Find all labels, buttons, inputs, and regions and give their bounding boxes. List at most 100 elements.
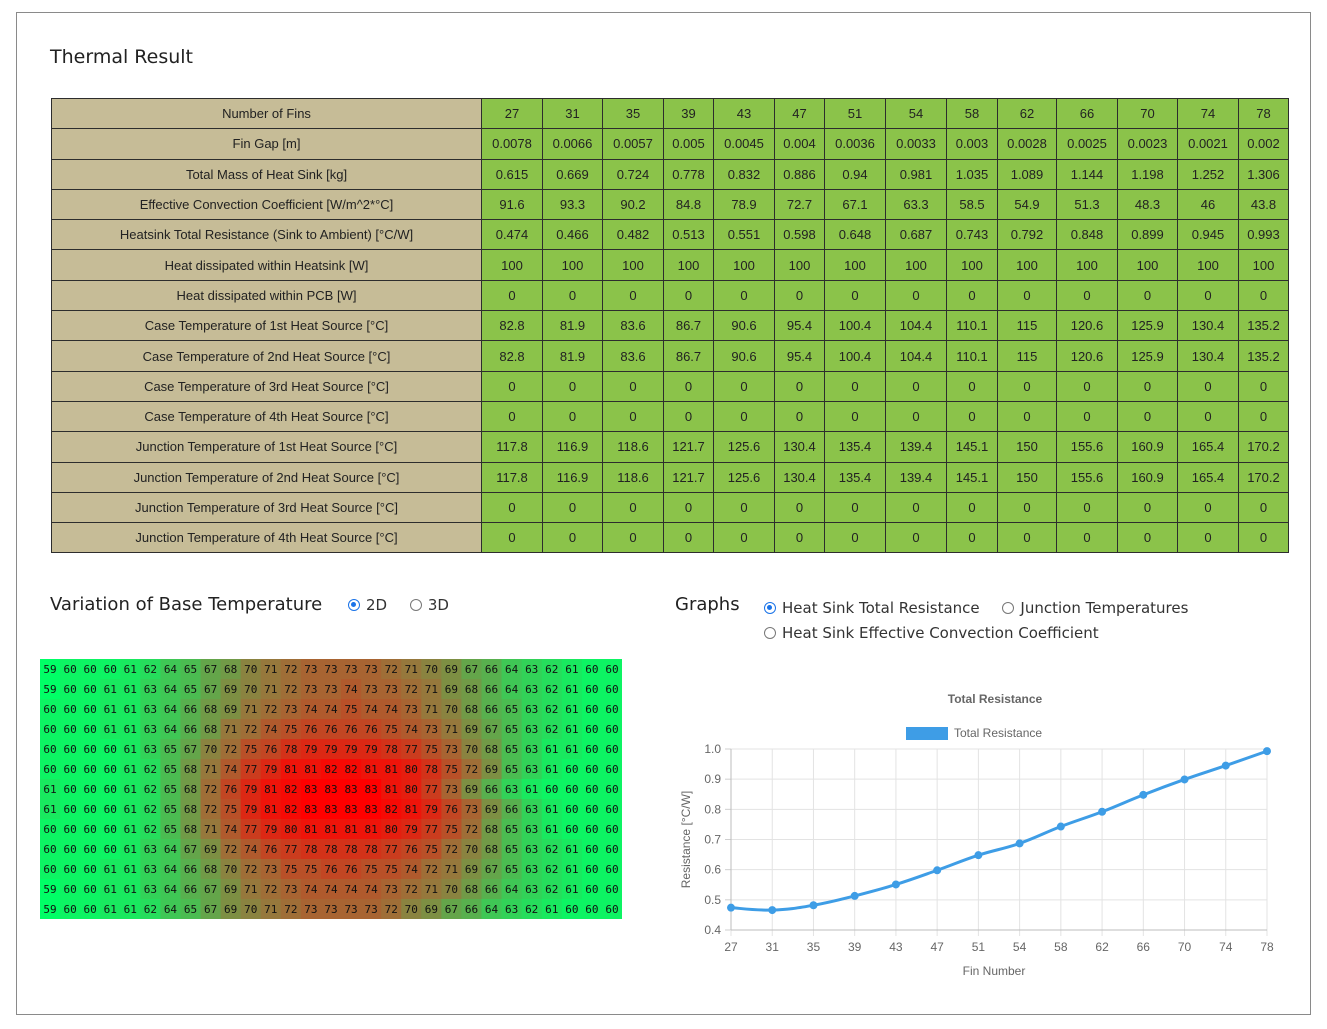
heatmap-cell (521, 819, 543, 840)
heatmap-cell (601, 699, 623, 720)
radio-convection-coeff[interactable]: Heat Sink Effective Convection Coefficie… (764, 621, 1099, 645)
radio-2d[interactable]: 2D (348, 596, 387, 614)
radio-junction-temps-circle[interactable] (1002, 602, 1015, 614)
heatmap-cell-value: 74 (324, 703, 338, 716)
heatmap-cell (80, 879, 101, 900)
heatmap-cell (120, 859, 141, 880)
heatmap-cell (160, 759, 182, 780)
heatmap-cell-value: 60 (104, 823, 117, 836)
heatmap-cell (120, 899, 141, 920)
heatmap-cell (441, 739, 463, 760)
heatmap-cell-value: 60 (605, 843, 618, 856)
heatmap-cell (280, 799, 302, 820)
table-cell: 0 (1177, 370, 1239, 402)
y-axis-label: Resistance [°C/W] (679, 791, 693, 889)
heatmap-cell-value: 73 (385, 883, 398, 896)
heatmap-cell (561, 699, 583, 720)
heatmap-cell (401, 659, 422, 680)
heatmap-cell-value: 64 (164, 663, 178, 676)
table-cell: 0.0036 (824, 128, 886, 160)
heatmap-cell-value: 72 (425, 863, 438, 876)
heatmap-cell-value: 73 (284, 883, 297, 896)
heatmap-cell-value: 66 (184, 883, 197, 896)
heatmap-cell-value: 78 (344, 843, 357, 856)
radio-3d[interactable]: 3D (409, 596, 449, 614)
heatmap-cell-value: 64 (505, 883, 519, 896)
heatmap-cell-value: 73 (344, 903, 357, 916)
table-cell: 130.4 (774, 431, 825, 463)
heatmap-cell (401, 759, 422, 780)
radio-convection-coeff-label: Heat Sink Effective Convection Coefficie… (782, 624, 1099, 642)
radio-junction-temps[interactable]: Junction Temperatures (1002, 596, 1188, 620)
heatmap-cell-value: 76 (264, 743, 277, 756)
heatmap-cell (601, 839, 623, 860)
heatmap-cell (140, 859, 162, 880)
heatmap-cell-value: 60 (63, 863, 76, 876)
heatmap-cell (40, 879, 61, 900)
heatmap-cell (220, 899, 242, 920)
table-cell: 0 (1056, 279, 1118, 312)
table-cell: 115 (997, 310, 1057, 342)
heatmap-cell (80, 679, 101, 700)
heatmap-cell (300, 699, 322, 720)
heatmap-cell (120, 779, 141, 800)
heatmap-cell-value: 72 (204, 783, 217, 796)
table-row: Heat dissipated within PCB [W] 0 0 0 0 0 0 0 0 0 0… (51, 279, 1289, 312)
table-cell: 27 (481, 97, 543, 130)
heatmap-cell (521, 719, 543, 740)
heatmap-cell-value: 77 (425, 823, 438, 836)
heatmap-cell (501, 759, 523, 780)
heatmap-cell (461, 839, 483, 860)
heatmap-cell (140, 679, 162, 700)
radio-3d-circle[interactable] (409, 599, 422, 611)
heatmap-cell (341, 799, 362, 820)
heatmap-cell (100, 879, 121, 900)
heatmap-cell-value: 60 (545, 783, 558, 796)
heatmap-cell-value: 71 (405, 663, 418, 676)
table-cell: 100 (713, 249, 775, 281)
heatmap-cell-value: 61 (124, 783, 137, 796)
heatmap-cell (361, 839, 382, 860)
heatmap-cell-value: 72 (465, 763, 478, 776)
heatmap-cell (80, 759, 101, 780)
heatmap-cell-value: 62 (144, 763, 157, 776)
heatmap-cell (361, 659, 382, 680)
heatmap-cell-value: 60 (605, 723, 618, 736)
heatmap-cell-value: 74 (344, 683, 358, 696)
heatmap-cell-value: 66 (485, 683, 498, 696)
table-cell: 0 (774, 370, 825, 402)
heatmap-cell (441, 799, 463, 820)
table-cell: 130.4 (774, 461, 825, 493)
table-cell: 0 (1177, 491, 1239, 524)
radio-total-resistance-circle[interactable] (764, 602, 776, 614)
data-point (1056, 822, 1065, 831)
heatmap-cell (541, 659, 563, 680)
heatmap-cell-value: 69 (224, 883, 237, 896)
heatmap-cell (341, 659, 362, 680)
table-row: Junction Temperature of 2nd Heat Source … (51, 461, 1289, 493)
heatmap-cell (200, 679, 222, 700)
row-label: Total Mass of Heat Sink [kg] (51, 158, 482, 190)
heatmap-cell-value: 72 (264, 883, 277, 896)
radio-convection-coeff-circle[interactable] (764, 627, 776, 639)
table-cell: 0.0033 (885, 128, 947, 160)
table-cell: 135.2 (1238, 340, 1289, 372)
table-cell: 0.832 (713, 158, 775, 190)
heatmap-cell (541, 899, 563, 920)
table-cell: 0 (885, 522, 947, 554)
table-cell: 0.0078 (481, 128, 543, 160)
row-label: Heat dissipated within Heatsink [W] (51, 249, 482, 281)
heatmap-cell (601, 899, 623, 920)
heatmap-cell-value: 63 (505, 903, 518, 916)
heatmap-cell-value: 60 (585, 663, 598, 676)
heatmap-cell-value: 75 (385, 723, 398, 736)
heatmap-cell (501, 719, 523, 740)
heatmap-cell-value: 61 (124, 803, 137, 816)
radio-2d-circle[interactable] (348, 599, 360, 611)
x-tick-label: 74 (1219, 940, 1233, 954)
heatmap-cell (601, 759, 623, 780)
heatmap-cell (581, 759, 603, 780)
heatmap-cell-value: 74 (304, 883, 318, 896)
radio-total-resistance[interactable]: Heat Sink Total Resistance (764, 596, 980, 620)
heatmap-cell (421, 719, 442, 740)
